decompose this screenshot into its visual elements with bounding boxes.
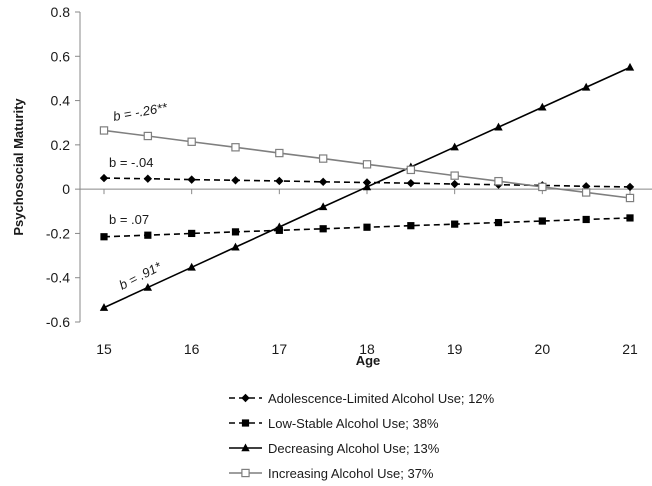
series-2	[100, 214, 634, 241]
slope-annotation: b = -.04	[109, 155, 153, 170]
square-marker	[451, 220, 459, 228]
diamond-marker	[581, 182, 591, 191]
y-tick-label: -0.4	[46, 270, 70, 286]
x-tick-label: 17	[272, 341, 288, 357]
diamond-marker	[231, 176, 240, 185]
open-square-marker	[143, 131, 153, 141]
square-marker	[494, 218, 503, 227]
y-tick-labels: -0.6 -0.4 -0.2 0 0.2 0.4 0.6 0.8	[46, 4, 80, 330]
legend-label: Decreasing Alcohol Use; 13%	[268, 441, 440, 456]
triangle-marker	[494, 122, 503, 131]
diamond-marker	[450, 179, 459, 189]
square-marker	[319, 225, 327, 233]
square-marker	[241, 419, 250, 427]
diamond-marker	[241, 393, 250, 403]
open-square-marker	[187, 137, 196, 146]
legend-item: Increasing Alcohol Use; 37%	[229, 466, 434, 481]
legend-label: Adolescence-Limited Alcohol Use; 12%	[268, 391, 495, 406]
diamond-marker	[406, 178, 416, 188]
annotations: b = -.26** b = -.04 b = .07 b = .91*	[109, 100, 169, 293]
diamond-marker	[99, 173, 109, 183]
square-marker	[407, 222, 415, 230]
open-square-marker	[99, 126, 109, 135]
legend-label: Increasing Alcohol Use; 37%	[268, 466, 434, 481]
x-tick-label: 18	[359, 341, 375, 357]
triangle-marker	[143, 282, 153, 291]
x-tick-label: 15	[96, 341, 112, 357]
y-tick-label: 0.6	[51, 48, 71, 64]
open-square-marker	[241, 468, 250, 478]
open-square-marker	[362, 160, 372, 169]
legend-item: Decreasing Alcohol Use; 13%	[229, 441, 440, 456]
square-marker	[582, 215, 590, 224]
open-square-marker	[231, 143, 240, 152]
legend-item: Adolescence-Limited Alcohol Use; 12%	[229, 391, 495, 406]
x-tick-label: 16	[184, 341, 200, 357]
square-marker	[626, 214, 634, 222]
open-square-marker	[450, 171, 459, 180]
triangle-marker	[318, 202, 328, 211]
slope-annotation: b = -.26**	[112, 100, 169, 124]
triangle-marker	[275, 222, 284, 231]
y-tick-label: 0.4	[51, 93, 71, 109]
legend-item: Low-Stable Alcohol Use; 38%	[229, 416, 439, 431]
y-axis-title: Psychosocial Maturity	[11, 98, 26, 236]
triangle-marker	[581, 82, 591, 91]
triangle-marker	[450, 142, 459, 151]
series-4	[99, 126, 635, 203]
y-tick-label: 0.2	[51, 137, 71, 153]
square-marker	[188, 229, 196, 238]
x-tick-labels: 15 16 17 18 19 20 21	[96, 189, 638, 357]
y-tick-label: -0.6	[46, 314, 70, 330]
y-tick-label: 0	[62, 181, 70, 197]
square-marker	[144, 231, 152, 239]
diamond-marker	[187, 175, 196, 184]
series-3	[99, 62, 635, 311]
triangle-marker	[625, 62, 635, 71]
square-marker	[538, 217, 546, 225]
x-tick-label: 20	[535, 341, 551, 357]
slope-annotation: b = .91*	[117, 258, 165, 292]
open-square-marker	[625, 193, 635, 203]
diamond-marker	[625, 182, 635, 192]
diamond-marker	[143, 174, 153, 183]
open-square-marker	[494, 176, 503, 186]
legend: Adolescence-Limited Alcohol Use; 12% Low-…	[229, 391, 495, 481]
series-layer	[99, 62, 635, 311]
square-marker	[275, 226, 283, 234]
open-square-marker	[318, 154, 328, 163]
diamond-marker	[318, 177, 328, 187]
x-axis-title: Age	[356, 353, 381, 368]
square-marker	[363, 223, 371, 231]
open-square-marker	[406, 165, 416, 175]
legend-label: Low-Stable Alcohol Use; 38%	[268, 416, 439, 431]
triangle-marker	[99, 303, 109, 311]
square-marker	[100, 233, 108, 241]
y-tick-label: -0.2	[46, 225, 70, 241]
triangle-marker	[538, 102, 547, 111]
triangle-marker	[231, 242, 240, 251]
open-square-marker	[538, 182, 547, 192]
open-square-marker	[581, 188, 591, 197]
triangle-marker	[187, 262, 196, 271]
triangle-marker	[241, 443, 250, 452]
diamond-marker	[275, 176, 284, 186]
square-marker	[231, 228, 240, 236]
slope-annotation: b = .07	[109, 212, 149, 227]
open-square-marker	[275, 148, 284, 158]
triangle-marker	[362, 182, 372, 191]
y-tick-label: 0.8	[51, 4, 71, 20]
x-tick-label: 19	[447, 341, 463, 357]
x-tick-label: 21	[622, 341, 638, 357]
